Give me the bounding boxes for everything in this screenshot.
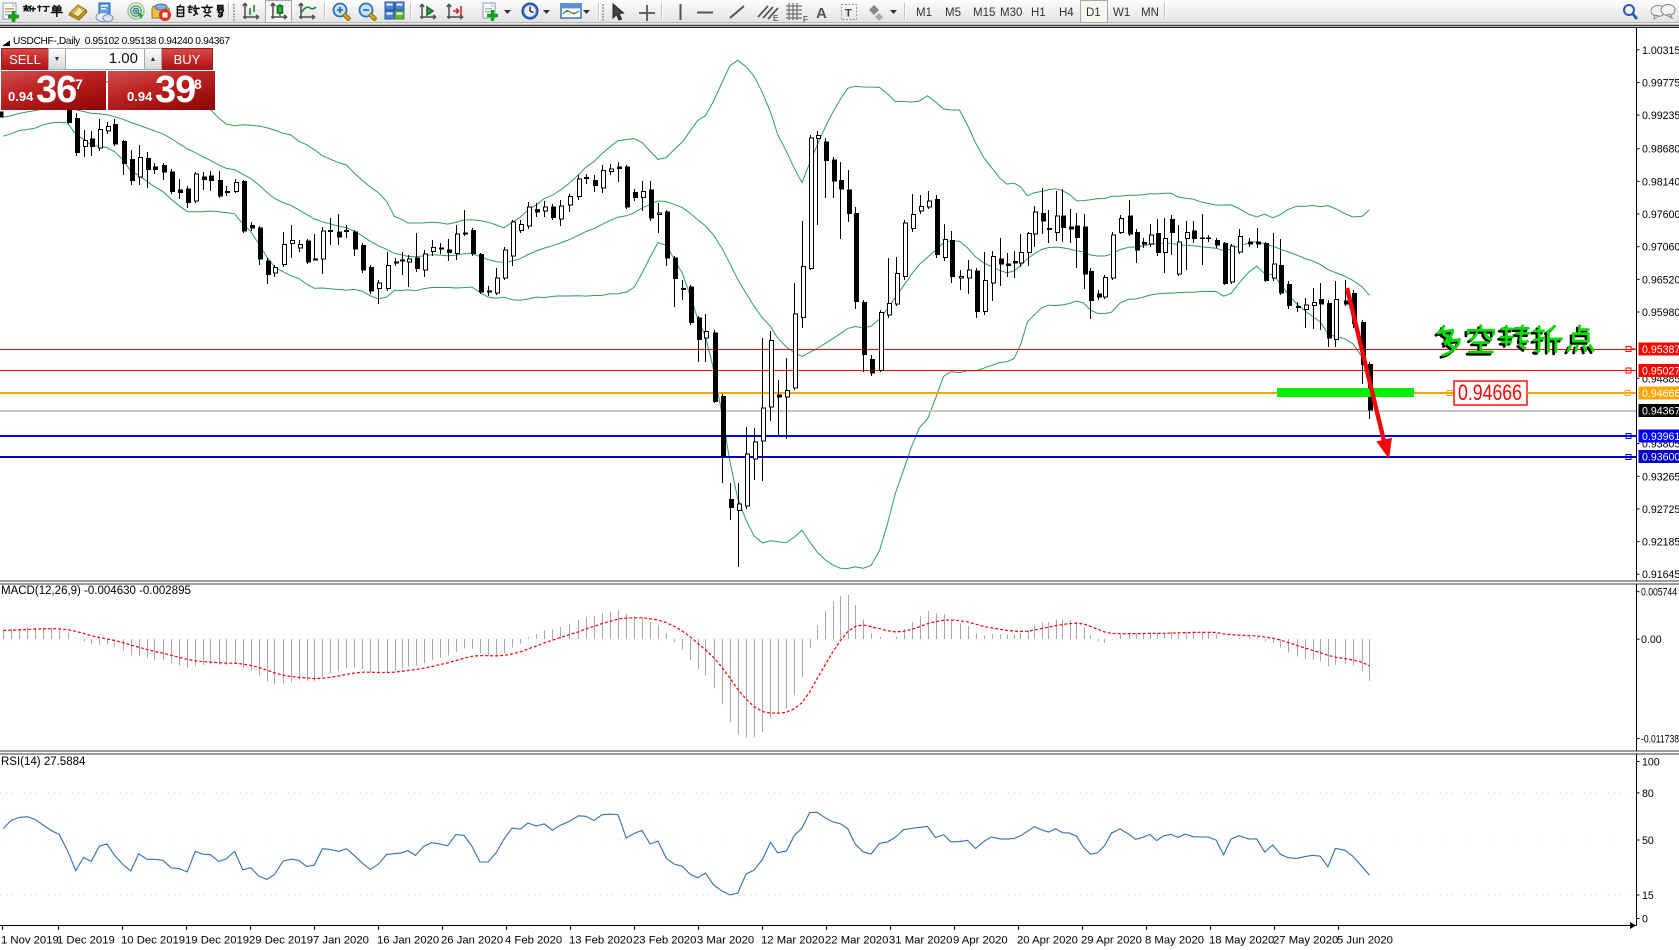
svg-text:4 Feb 2020: 4 Feb 2020 bbox=[505, 935, 562, 947]
svg-text:MACD(12,26,9) -0.004630 -0.002: MACD(12,26,9) -0.004630 -0.002895 bbox=[1, 585, 191, 597]
svg-text:0: 0 bbox=[1642, 914, 1648, 926]
svg-text:27 May 2020: 27 May 2020 bbox=[1273, 935, 1338, 947]
svg-text:USDCHF-,Daily 0.95102 0.95138: USDCHF-,Daily 0.95102 0.95138 0.94240 0.… bbox=[13, 36, 230, 47]
svg-text:0.98680: 0.98680 bbox=[1642, 144, 1679, 156]
svg-text:20 Apr 2020: 20 Apr 2020 bbox=[1017, 935, 1078, 947]
svg-text:0.00: 0.00 bbox=[1641, 634, 1662, 646]
svg-text:29 Apr 2020: 29 Apr 2020 bbox=[1081, 935, 1142, 947]
svg-text:3 Mar 2020: 3 Mar 2020 bbox=[697, 935, 754, 947]
svg-text:0.97600: 0.97600 bbox=[1642, 209, 1679, 221]
svg-text:29 Dec 2019: 29 Dec 2019 bbox=[249, 935, 313, 947]
svg-text:MN: MN bbox=[1141, 7, 1159, 19]
svg-text:1 Dec 2019: 1 Dec 2019 bbox=[57, 935, 115, 947]
svg-text:0.92185: 0.92185 bbox=[1642, 537, 1679, 549]
svg-text:8 May 2020: 8 May 2020 bbox=[1145, 935, 1204, 947]
svg-text:T: T bbox=[845, 8, 852, 20]
svg-text:0.95387: 0.95387 bbox=[1642, 344, 1679, 356]
svg-text:100: 100 bbox=[1642, 757, 1660, 769]
svg-text:0.91645: 0.91645 bbox=[1642, 569, 1679, 581]
svg-text:13 Feb 2020: 13 Feb 2020 bbox=[569, 935, 632, 947]
svg-text:22 Mar 2020: 22 Mar 2020 bbox=[825, 935, 888, 947]
svg-text:F: F bbox=[803, 15, 808, 24]
svg-text:1.00315: 1.00315 bbox=[1642, 45, 1679, 57]
svg-text:0.92725: 0.92725 bbox=[1642, 504, 1679, 516]
svg-text:W1: W1 bbox=[1113, 7, 1130, 19]
svg-text:H4: H4 bbox=[1059, 7, 1074, 19]
svg-text:12 Mar 2020: 12 Mar 2020 bbox=[761, 935, 824, 947]
svg-text:M1: M1 bbox=[916, 7, 932, 19]
svg-text:M15: M15 bbox=[973, 7, 995, 19]
svg-text:31 Mar 2020: 31 Mar 2020 bbox=[889, 935, 952, 947]
svg-text:0.93600: 0.93600 bbox=[1642, 452, 1679, 464]
svg-text:1 Nov 2019: 1 Nov 2019 bbox=[1, 935, 59, 947]
svg-text:0.93265: 0.93265 bbox=[1642, 471, 1679, 483]
svg-text:18 May 2020: 18 May 2020 bbox=[1209, 935, 1274, 947]
svg-text:0.99775: 0.99775 bbox=[1642, 78, 1679, 90]
svg-text:D1: D1 bbox=[1086, 7, 1101, 19]
svg-text:E: E bbox=[773, 14, 778, 23]
svg-text:0.97060: 0.97060 bbox=[1642, 242, 1679, 254]
svg-text:19 Dec 2019: 19 Dec 2019 bbox=[185, 935, 249, 947]
svg-text:H1: H1 bbox=[1031, 7, 1046, 19]
svg-text:0.99235: 0.99235 bbox=[1642, 110, 1679, 122]
svg-text:0.94666: 0.94666 bbox=[1458, 380, 1522, 405]
svg-text:RSI(14) 27.5884: RSI(14) 27.5884 bbox=[1, 756, 86, 768]
svg-text:80: 80 bbox=[1642, 788, 1654, 800]
svg-text:26 Jan 2020: 26 Jan 2020 bbox=[441, 935, 503, 947]
svg-text:M5: M5 bbox=[945, 7, 961, 19]
svg-text:A: A bbox=[816, 5, 827, 22]
svg-text:7 Jan 2020: 7 Jan 2020 bbox=[313, 935, 369, 947]
svg-text:15: 15 bbox=[1642, 890, 1654, 902]
svg-text:0.94666: 0.94666 bbox=[1642, 388, 1679, 400]
svg-text:16 Jan 2020: 16 Jan 2020 bbox=[377, 935, 439, 947]
svg-text:0.96520: 0.96520 bbox=[1642, 274, 1679, 286]
svg-text:23 Feb 2020: 23 Feb 2020 bbox=[633, 935, 696, 947]
svg-text:M30: M30 bbox=[1000, 7, 1022, 19]
svg-text:0.95027: 0.95027 bbox=[1642, 366, 1679, 378]
svg-text:0.98140: 0.98140 bbox=[1642, 176, 1679, 188]
svg-text:5 Jun 2020: 5 Jun 2020 bbox=[1337, 935, 1393, 947]
svg-text:50: 50 bbox=[1642, 835, 1654, 847]
svg-text:0.95980: 0.95980 bbox=[1642, 307, 1679, 319]
svg-text:-0.011738: -0.011738 bbox=[1641, 734, 1679, 746]
svg-text:0.93961: 0.93961 bbox=[1642, 431, 1679, 443]
svg-text:10 Dec 2019: 10 Dec 2019 bbox=[121, 935, 185, 947]
svg-text:9 Apr 2020: 9 Apr 2020 bbox=[953, 935, 1008, 947]
svg-text:0.005744: 0.005744 bbox=[1641, 587, 1677, 599]
svg-text:0.94367: 0.94367 bbox=[1642, 406, 1679, 418]
